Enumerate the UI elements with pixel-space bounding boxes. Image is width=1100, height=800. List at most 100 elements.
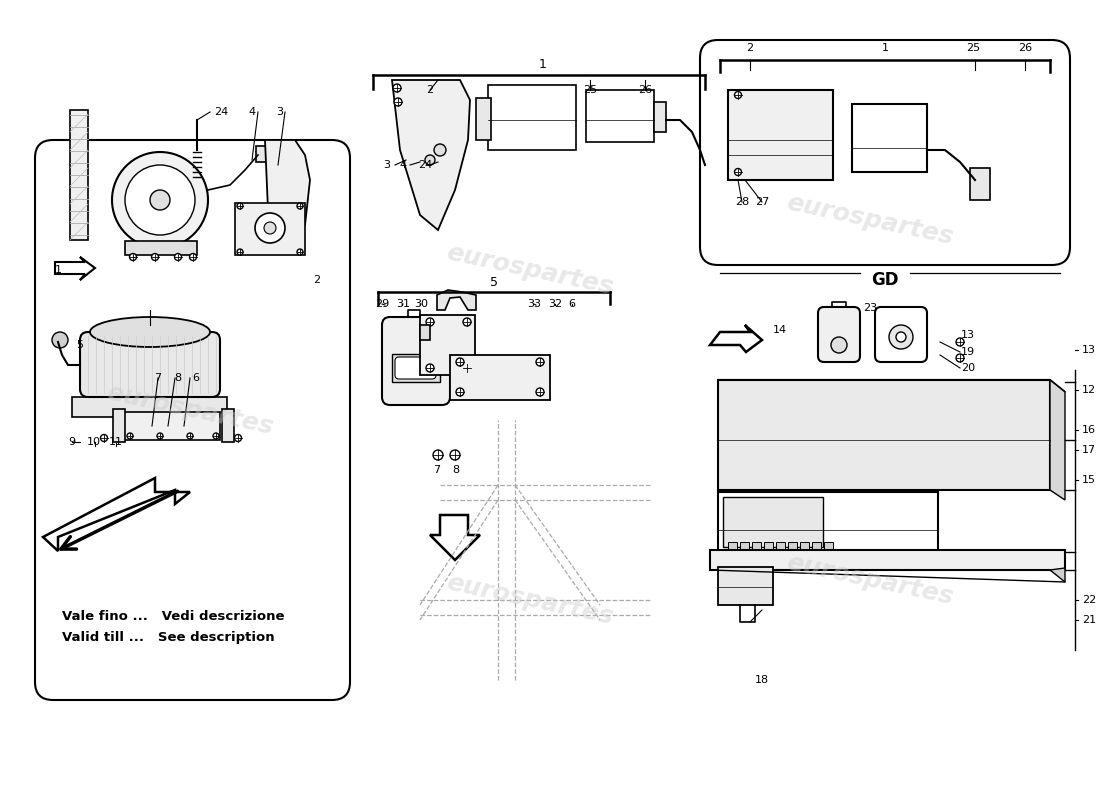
Bar <box>488 85 576 150</box>
Text: 19: 19 <box>961 347 975 357</box>
Text: 1: 1 <box>539 58 547 71</box>
Bar <box>718 492 938 552</box>
Text: 25: 25 <box>966 43 980 53</box>
Circle shape <box>830 337 847 353</box>
Text: 33: 33 <box>527 299 541 309</box>
Circle shape <box>112 152 208 248</box>
Circle shape <box>456 358 464 366</box>
Text: GD: GD <box>871 271 899 289</box>
Text: 17: 17 <box>1082 445 1096 455</box>
Circle shape <box>463 364 471 372</box>
Bar <box>72 397 227 417</box>
Text: 3: 3 <box>384 160 390 170</box>
Circle shape <box>394 98 402 106</box>
Polygon shape <box>1050 568 1065 582</box>
Circle shape <box>125 165 195 235</box>
Text: 29: 29 <box>375 299 389 309</box>
Text: 26: 26 <box>638 85 652 95</box>
Bar <box>728 90 833 180</box>
Text: 8: 8 <box>452 465 460 475</box>
Circle shape <box>956 354 964 362</box>
Circle shape <box>297 203 302 209</box>
Circle shape <box>425 155 435 165</box>
Bar <box>703 160 725 190</box>
Circle shape <box>434 144 446 156</box>
Text: 3: 3 <box>276 107 284 117</box>
Text: 5: 5 <box>77 340 84 350</box>
FancyBboxPatch shape <box>818 307 860 362</box>
Polygon shape <box>718 380 1065 392</box>
Bar <box>222 409 234 442</box>
Text: 6: 6 <box>569 299 575 309</box>
FancyBboxPatch shape <box>395 357 436 379</box>
Circle shape <box>433 450 443 460</box>
Bar <box>812 542 821 552</box>
Text: 12: 12 <box>1082 385 1096 395</box>
FancyBboxPatch shape <box>874 307 927 362</box>
Bar <box>586 90 654 142</box>
Circle shape <box>264 222 276 234</box>
FancyBboxPatch shape <box>35 140 350 700</box>
Text: eurospartes: eurospartes <box>104 381 276 439</box>
Circle shape <box>536 358 544 366</box>
Text: 9: 9 <box>68 437 76 447</box>
Bar <box>776 542 785 552</box>
Text: 30: 30 <box>414 299 428 309</box>
Circle shape <box>956 338 964 346</box>
Circle shape <box>255 213 285 243</box>
Text: 13: 13 <box>961 330 975 340</box>
Bar <box>70 110 88 240</box>
Bar <box>800 542 808 552</box>
Bar <box>752 542 761 552</box>
Text: 22: 22 <box>1082 595 1097 605</box>
Bar <box>476 98 491 140</box>
Circle shape <box>130 254 136 261</box>
Text: 21: 21 <box>1082 615 1096 625</box>
Polygon shape <box>265 140 310 250</box>
Text: 1: 1 <box>55 265 62 275</box>
Circle shape <box>426 318 434 326</box>
Bar <box>788 542 798 552</box>
Polygon shape <box>392 80 470 230</box>
Text: 24: 24 <box>213 107 228 117</box>
Text: 24: 24 <box>418 160 432 170</box>
Text: 2: 2 <box>747 43 754 53</box>
Text: 31: 31 <box>396 299 410 309</box>
Circle shape <box>297 249 302 255</box>
Circle shape <box>735 91 741 98</box>
Text: 4: 4 <box>399 160 407 170</box>
Circle shape <box>175 254 182 261</box>
Bar <box>723 497 823 547</box>
Text: 8: 8 <box>175 373 182 383</box>
Circle shape <box>150 190 170 210</box>
Bar <box>125 241 197 255</box>
Bar <box>700 280 1075 710</box>
Circle shape <box>236 203 243 209</box>
Bar <box>764 542 773 552</box>
Text: 26: 26 <box>1018 43 1032 53</box>
Circle shape <box>393 84 402 92</box>
Bar <box>970 168 990 200</box>
Text: 10: 10 <box>87 437 101 447</box>
Bar <box>718 567 773 605</box>
Polygon shape <box>55 257 95 280</box>
Text: 6: 6 <box>192 373 199 383</box>
Circle shape <box>889 325 913 349</box>
Text: 5: 5 <box>490 275 498 289</box>
Text: 4: 4 <box>249 107 255 117</box>
Text: eurospartes: eurospartes <box>784 550 956 610</box>
Circle shape <box>234 434 242 442</box>
Bar <box>450 355 550 400</box>
Text: 20: 20 <box>961 363 975 373</box>
Text: 18: 18 <box>755 675 769 685</box>
Bar <box>256 146 278 162</box>
Circle shape <box>450 450 460 460</box>
Circle shape <box>735 169 741 175</box>
FancyBboxPatch shape <box>382 317 450 405</box>
Text: 1: 1 <box>881 43 889 53</box>
Bar <box>392 354 440 382</box>
Bar <box>852 104 927 172</box>
Circle shape <box>456 388 464 396</box>
Text: 7: 7 <box>154 373 162 383</box>
Bar <box>718 380 1050 490</box>
